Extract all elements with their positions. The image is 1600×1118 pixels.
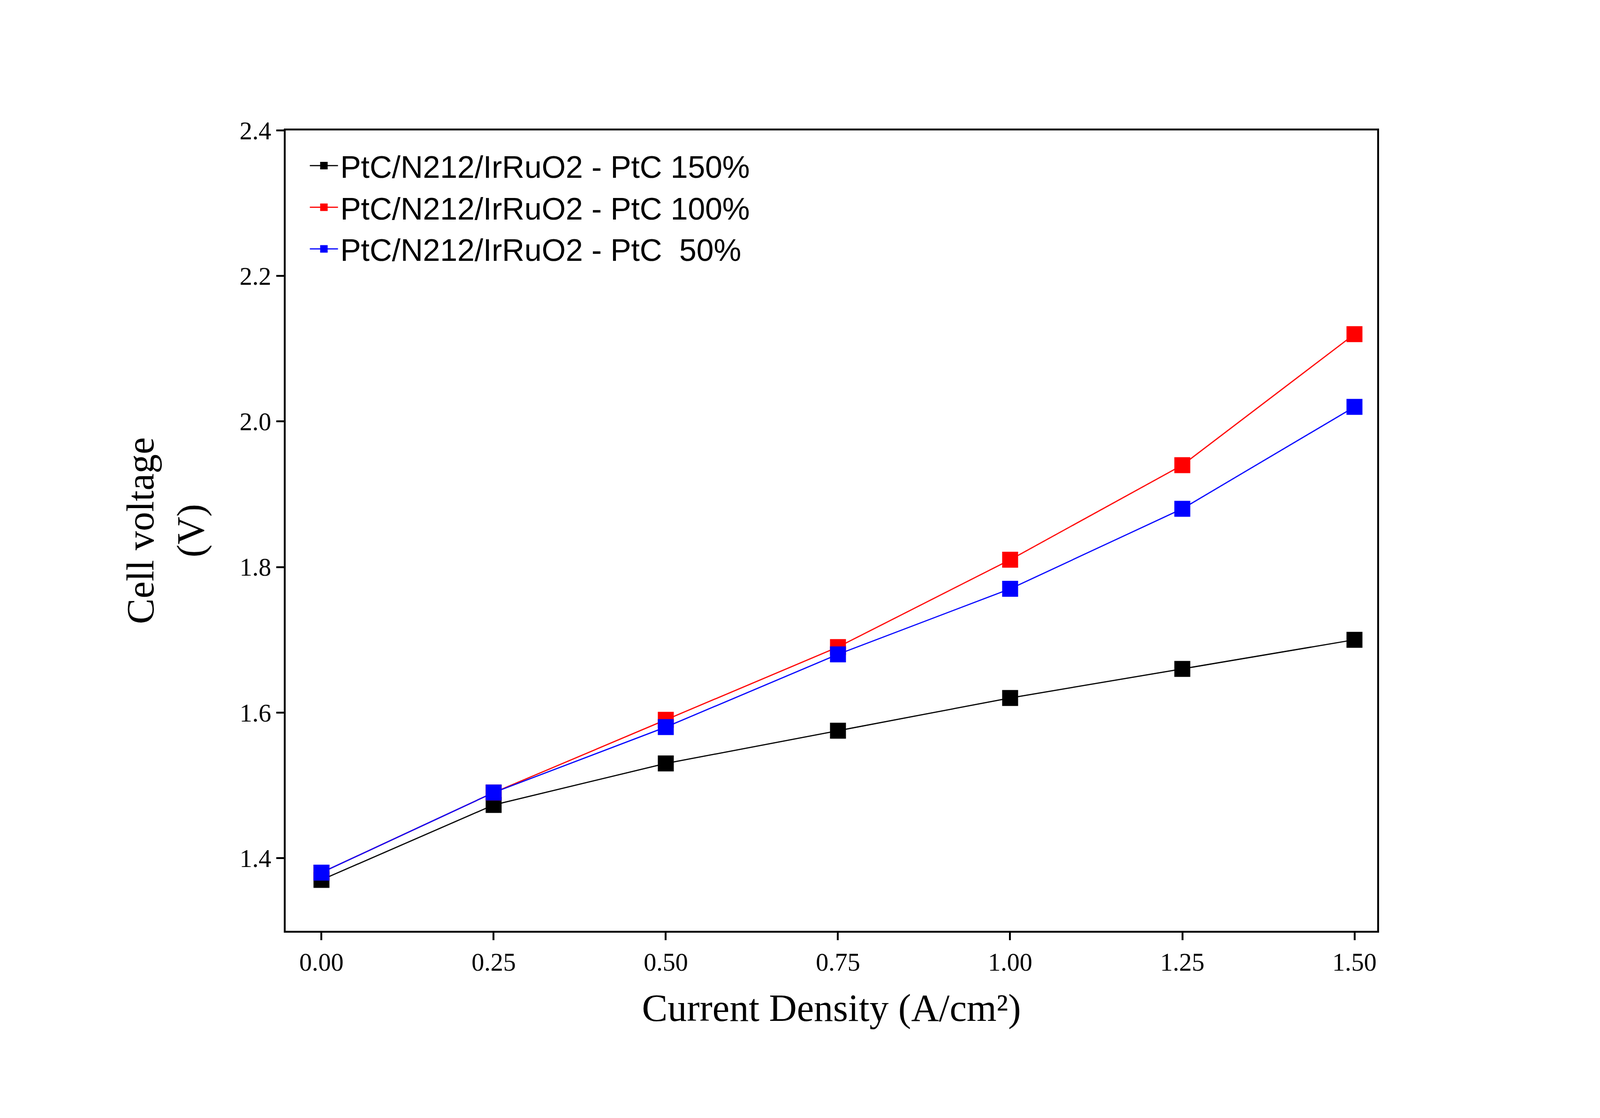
svg-text:PtC/N212/IrRuO2 - PtC 150%: PtC/N212/IrRuO2 - PtC 150%	[340, 149, 751, 185]
svg-text:0.50: 0.50	[643, 947, 689, 977]
svg-text:2.0: 2.0	[239, 407, 272, 436]
svg-text:1.00: 1.00	[987, 947, 1033, 977]
svg-text:0.25: 0.25	[471, 947, 516, 977]
svg-text:Current Density (A/cm²): Current Density (A/cm²)	[642, 986, 1022, 1030]
svg-text:1.4: 1.4	[239, 844, 272, 873]
svg-text:PtC/N212/IrRuO2 - PtC 100%: PtC/N212/IrRuO2 - PtC 100%	[340, 191, 751, 227]
svg-text:1.25: 1.25	[1160, 947, 1205, 977]
svg-text:1.6: 1.6	[239, 698, 272, 728]
svg-text:0.75: 0.75	[815, 947, 861, 977]
svg-text:2.4: 2.4	[239, 116, 272, 145]
svg-text:2.2: 2.2	[239, 262, 272, 291]
svg-text:Cell voltage(V): Cell voltage(V)	[119, 437, 213, 625]
svg-text:1.50: 1.50	[1332, 947, 1377, 977]
svg-text:1.8: 1.8	[239, 553, 272, 582]
svg-text:PtC/N212/IrRuO2 - PtC 50%: PtC/N212/IrRuO2 - PtC 50%	[340, 232, 742, 268]
svg-text:0.00: 0.00	[299, 947, 344, 977]
